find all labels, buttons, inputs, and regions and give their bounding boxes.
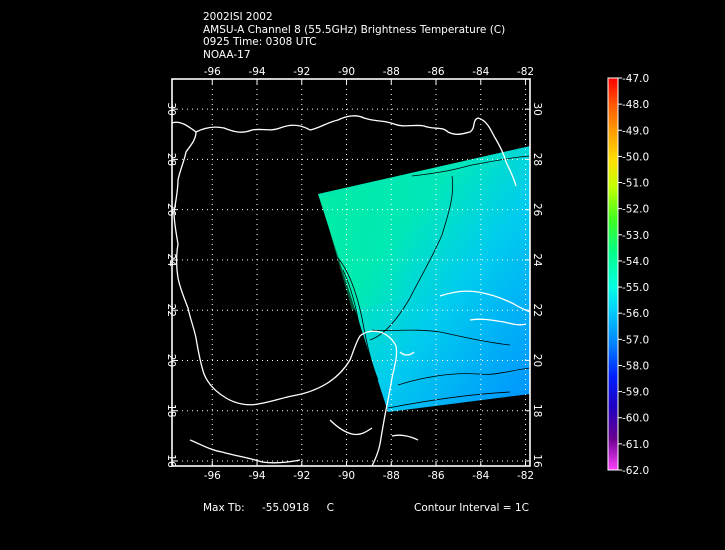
colorbar-tick-label: -50.0 (622, 151, 649, 163)
lat-label-left: 18 (165, 404, 177, 417)
product-title: AMSU-A Channel 8 (55.5GHz) Brightness Te… (203, 23, 506, 36)
lon-label-top: -82 (517, 66, 534, 78)
colorbar-tick-label: -48.0 (622, 99, 649, 111)
colorbar-tick-label: -55.0 (622, 282, 649, 294)
header: 2002ISI 2002 AMSU-A Channel 8 (55.5GHz) … (203, 11, 505, 61)
lon-label-bottom: -96 (204, 470, 221, 482)
max-tb-label: Max Tb: (203, 502, 245, 514)
satellite-title: NOAA-17 (203, 48, 251, 61)
colorbar-tick-label: -60.0 (622, 413, 649, 425)
time-title: 0925 Time: 0308 UTC (203, 36, 317, 48)
colorbar-tick-label: -54.0 (622, 256, 649, 268)
colorbar-tick-label: -53.0 (622, 230, 649, 242)
colorbar-tick-label: -47.0 (622, 73, 649, 85)
lat-label-left: 20 (165, 354, 177, 367)
coastline (172, 115, 530, 466)
lon-label-top: -94 (248, 66, 265, 78)
lon-label-top: -84 (472, 66, 489, 78)
max-tb-readout: Max Tb: -55.0918 C (203, 502, 348, 514)
swath-warm-core (320, 176, 420, 310)
lat-label-left: 28 (165, 153, 177, 166)
lon-label-top: -92 (293, 66, 310, 78)
storm-title: 2002ISI 2002 (203, 11, 273, 23)
max-tb-value: -55.0918 (262, 502, 310, 514)
lat-label-left: 30 (165, 102, 177, 115)
lon-label-bottom: -84 (472, 470, 489, 482)
lat-label-right: 26 (531, 203, 543, 217)
contour-interval: Contour Interval = 1C (414, 502, 529, 514)
lon-label-bottom: -92 (293, 470, 310, 482)
lon-label-bottom: -90 (338, 470, 355, 482)
max-tb-unit: C (326, 502, 334, 514)
lon-label-bottom: -82 (517, 470, 534, 482)
lat-label-right: 22 (531, 304, 543, 317)
lon-label-top: -90 (338, 66, 355, 78)
lat-label-right: 28 (531, 153, 543, 166)
axis-labels: -96 -96 -94 -94 -92 -92 -90 -90 -88 -88 -86 -86 -84 -… (165, 66, 543, 482)
lat-label-right: 24 (531, 253, 543, 267)
lat-label-right: 20 (531, 354, 543, 367)
lat-label-left: 22 (165, 304, 177, 317)
lon-label-top: -96 (204, 66, 221, 78)
lat-label-left: 24 (165, 253, 177, 267)
colorbar-tick-label: -61.0 (622, 439, 649, 451)
contour-lines (337, 155, 530, 409)
colorbar-tick-label: -52.0 (622, 204, 649, 216)
lon-label-bottom: -88 (383, 470, 400, 482)
lon-label-top: -88 (383, 66, 400, 78)
colorbar-labels: -47.0 -48.0 -49.0 -50.0 -51.0 -52.0 -53.0 -54.0… (618, 73, 649, 477)
lat-label-right: 18 (531, 404, 543, 417)
colorbar-tick-label: -62.0 (622, 465, 649, 477)
lat-lon-grid (172, 79, 530, 466)
lat-label-left: 16 (165, 454, 177, 468)
colorbar-tick-label: -57.0 (622, 334, 649, 346)
lon-label-top: -86 (427, 66, 444, 78)
colorbar-tick-label: -59.0 (622, 387, 649, 399)
map-frame (171, 78, 531, 467)
colorbar-tick-label: -49.0 (622, 125, 649, 137)
colorbar (607, 77, 619, 471)
lat-label-left: 26 (165, 203, 177, 217)
lat-label-right: 30 (531, 102, 543, 115)
swath-layer (318, 146, 530, 412)
colorbar-tick-label: -58.0 (622, 360, 649, 372)
colorbar-tick-label: -56.0 (622, 308, 649, 320)
lon-label-bottom: -86 (427, 470, 444, 482)
lat-label-right: 16 (531, 454, 543, 468)
colorbar-tick-label: -51.0 (622, 178, 649, 190)
lon-label-bottom: -94 (248, 470, 265, 482)
